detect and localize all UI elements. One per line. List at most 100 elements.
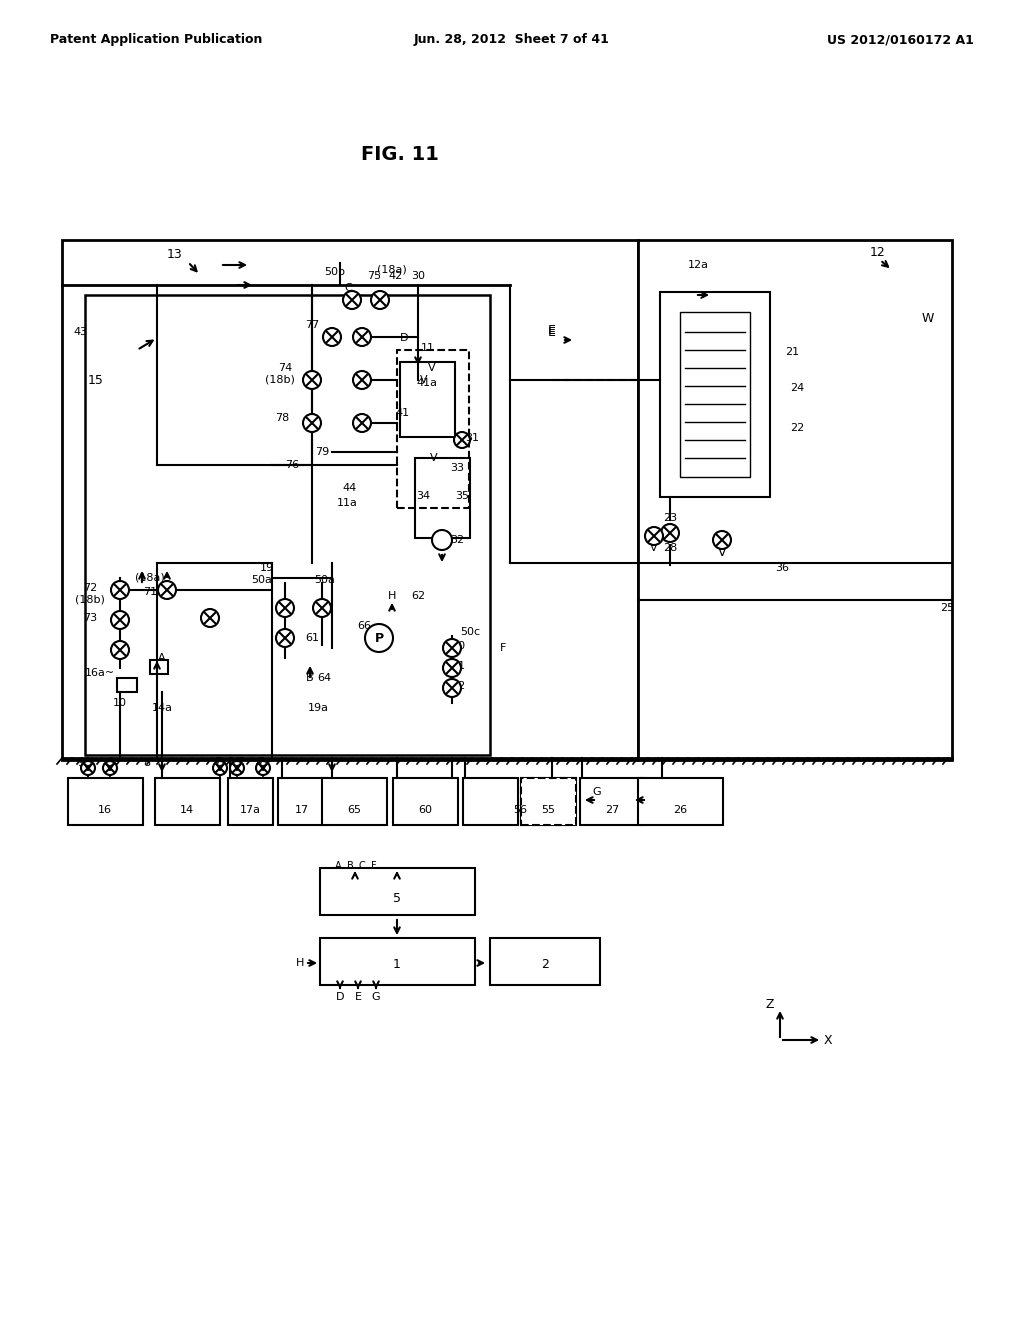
Text: D: D xyxy=(336,993,344,1002)
Circle shape xyxy=(230,762,244,775)
Text: W: W xyxy=(922,312,934,325)
Text: 50a: 50a xyxy=(314,576,336,585)
Text: 14: 14 xyxy=(180,805,195,814)
Bar xyxy=(415,458,470,539)
Text: V: V xyxy=(650,543,657,553)
Text: 82: 82 xyxy=(451,681,465,690)
Text: X: X xyxy=(823,1034,833,1047)
Text: 12: 12 xyxy=(870,246,886,259)
Text: (18b): (18b) xyxy=(75,595,104,605)
Text: 24: 24 xyxy=(790,383,804,393)
Circle shape xyxy=(313,599,331,616)
Bar xyxy=(319,939,475,985)
Circle shape xyxy=(343,290,361,309)
Circle shape xyxy=(432,531,452,550)
Text: G: G xyxy=(593,787,601,797)
Bar xyxy=(117,678,137,692)
Text: P: P xyxy=(375,631,384,644)
Circle shape xyxy=(353,414,371,432)
Text: 50c: 50c xyxy=(460,627,480,638)
Circle shape xyxy=(454,432,470,447)
Text: A: A xyxy=(158,653,166,663)
Text: Patent Application Publication: Patent Application Publication xyxy=(50,33,262,46)
Text: 31: 31 xyxy=(465,433,479,444)
Text: 17: 17 xyxy=(295,805,309,814)
Text: 66: 66 xyxy=(357,620,371,631)
Circle shape xyxy=(443,659,461,677)
Text: 35: 35 xyxy=(455,491,469,502)
Text: 72: 72 xyxy=(83,583,97,593)
Text: 80: 80 xyxy=(451,642,465,651)
Text: V: V xyxy=(430,453,438,463)
Text: 14a: 14a xyxy=(152,704,172,713)
Text: G: G xyxy=(372,993,380,1002)
Text: 56: 56 xyxy=(513,805,527,814)
Text: 33: 33 xyxy=(450,463,464,473)
Bar xyxy=(521,777,575,825)
Text: 50b: 50b xyxy=(325,267,345,277)
Circle shape xyxy=(353,371,371,389)
Bar xyxy=(521,777,575,825)
Bar xyxy=(463,777,518,825)
Text: 62: 62 xyxy=(411,591,425,601)
Text: 16a~: 16a~ xyxy=(85,668,115,678)
Text: 10: 10 xyxy=(113,698,127,708)
Text: 19a: 19a xyxy=(307,704,329,713)
Text: 34: 34 xyxy=(416,491,430,502)
Circle shape xyxy=(443,639,461,657)
Text: 13: 13 xyxy=(167,248,183,261)
Bar xyxy=(68,777,143,825)
Text: H: H xyxy=(296,958,304,968)
Text: E: E xyxy=(354,993,361,1002)
Text: FIG. 11: FIG. 11 xyxy=(361,145,439,165)
Bar xyxy=(660,292,770,498)
Text: E: E xyxy=(548,323,556,337)
Text: 55: 55 xyxy=(541,805,555,814)
Text: Jun. 28, 2012  Sheet 7 of 41: Jun. 28, 2012 Sheet 7 of 41 xyxy=(414,33,610,46)
Circle shape xyxy=(201,609,219,627)
Text: 43: 43 xyxy=(73,327,87,337)
Text: 2: 2 xyxy=(541,958,549,972)
Text: D: D xyxy=(399,333,409,343)
Text: 7: 7 xyxy=(214,756,220,767)
Text: 27: 27 xyxy=(605,805,620,814)
Text: V: V xyxy=(420,375,428,385)
Text: 50a: 50a xyxy=(252,576,272,585)
Circle shape xyxy=(276,599,294,616)
Bar xyxy=(490,939,600,985)
Circle shape xyxy=(81,762,95,775)
Text: F: F xyxy=(371,861,377,871)
Text: 42: 42 xyxy=(389,271,403,281)
Circle shape xyxy=(111,642,129,659)
Text: Z: Z xyxy=(766,998,774,1011)
Text: 60: 60 xyxy=(418,805,432,814)
Circle shape xyxy=(353,327,371,346)
Text: US 2012/0160172 A1: US 2012/0160172 A1 xyxy=(827,33,974,46)
Text: 9: 9 xyxy=(77,758,83,768)
Bar xyxy=(85,294,490,755)
Text: 79: 79 xyxy=(314,447,329,457)
Text: 22: 22 xyxy=(790,422,804,433)
Circle shape xyxy=(303,414,321,432)
Circle shape xyxy=(213,762,227,775)
Text: 23: 23 xyxy=(663,513,677,523)
Text: 32: 32 xyxy=(450,535,464,545)
Circle shape xyxy=(256,762,270,775)
Text: 21: 21 xyxy=(785,347,799,356)
Bar xyxy=(638,777,723,825)
Circle shape xyxy=(303,371,321,389)
Text: 73: 73 xyxy=(83,612,97,623)
Circle shape xyxy=(645,527,663,545)
Text: (18a): (18a) xyxy=(135,573,165,583)
Text: H: H xyxy=(388,591,396,601)
Bar xyxy=(278,777,328,825)
Text: 41: 41 xyxy=(396,408,410,418)
Text: 26: 26 xyxy=(673,805,687,814)
Text: 30: 30 xyxy=(411,271,425,281)
Text: 11: 11 xyxy=(421,343,435,352)
Text: 78: 78 xyxy=(274,413,289,422)
Text: 11a: 11a xyxy=(337,498,357,508)
Text: 61: 61 xyxy=(305,634,319,643)
Circle shape xyxy=(111,581,129,599)
Text: V: V xyxy=(428,363,436,374)
